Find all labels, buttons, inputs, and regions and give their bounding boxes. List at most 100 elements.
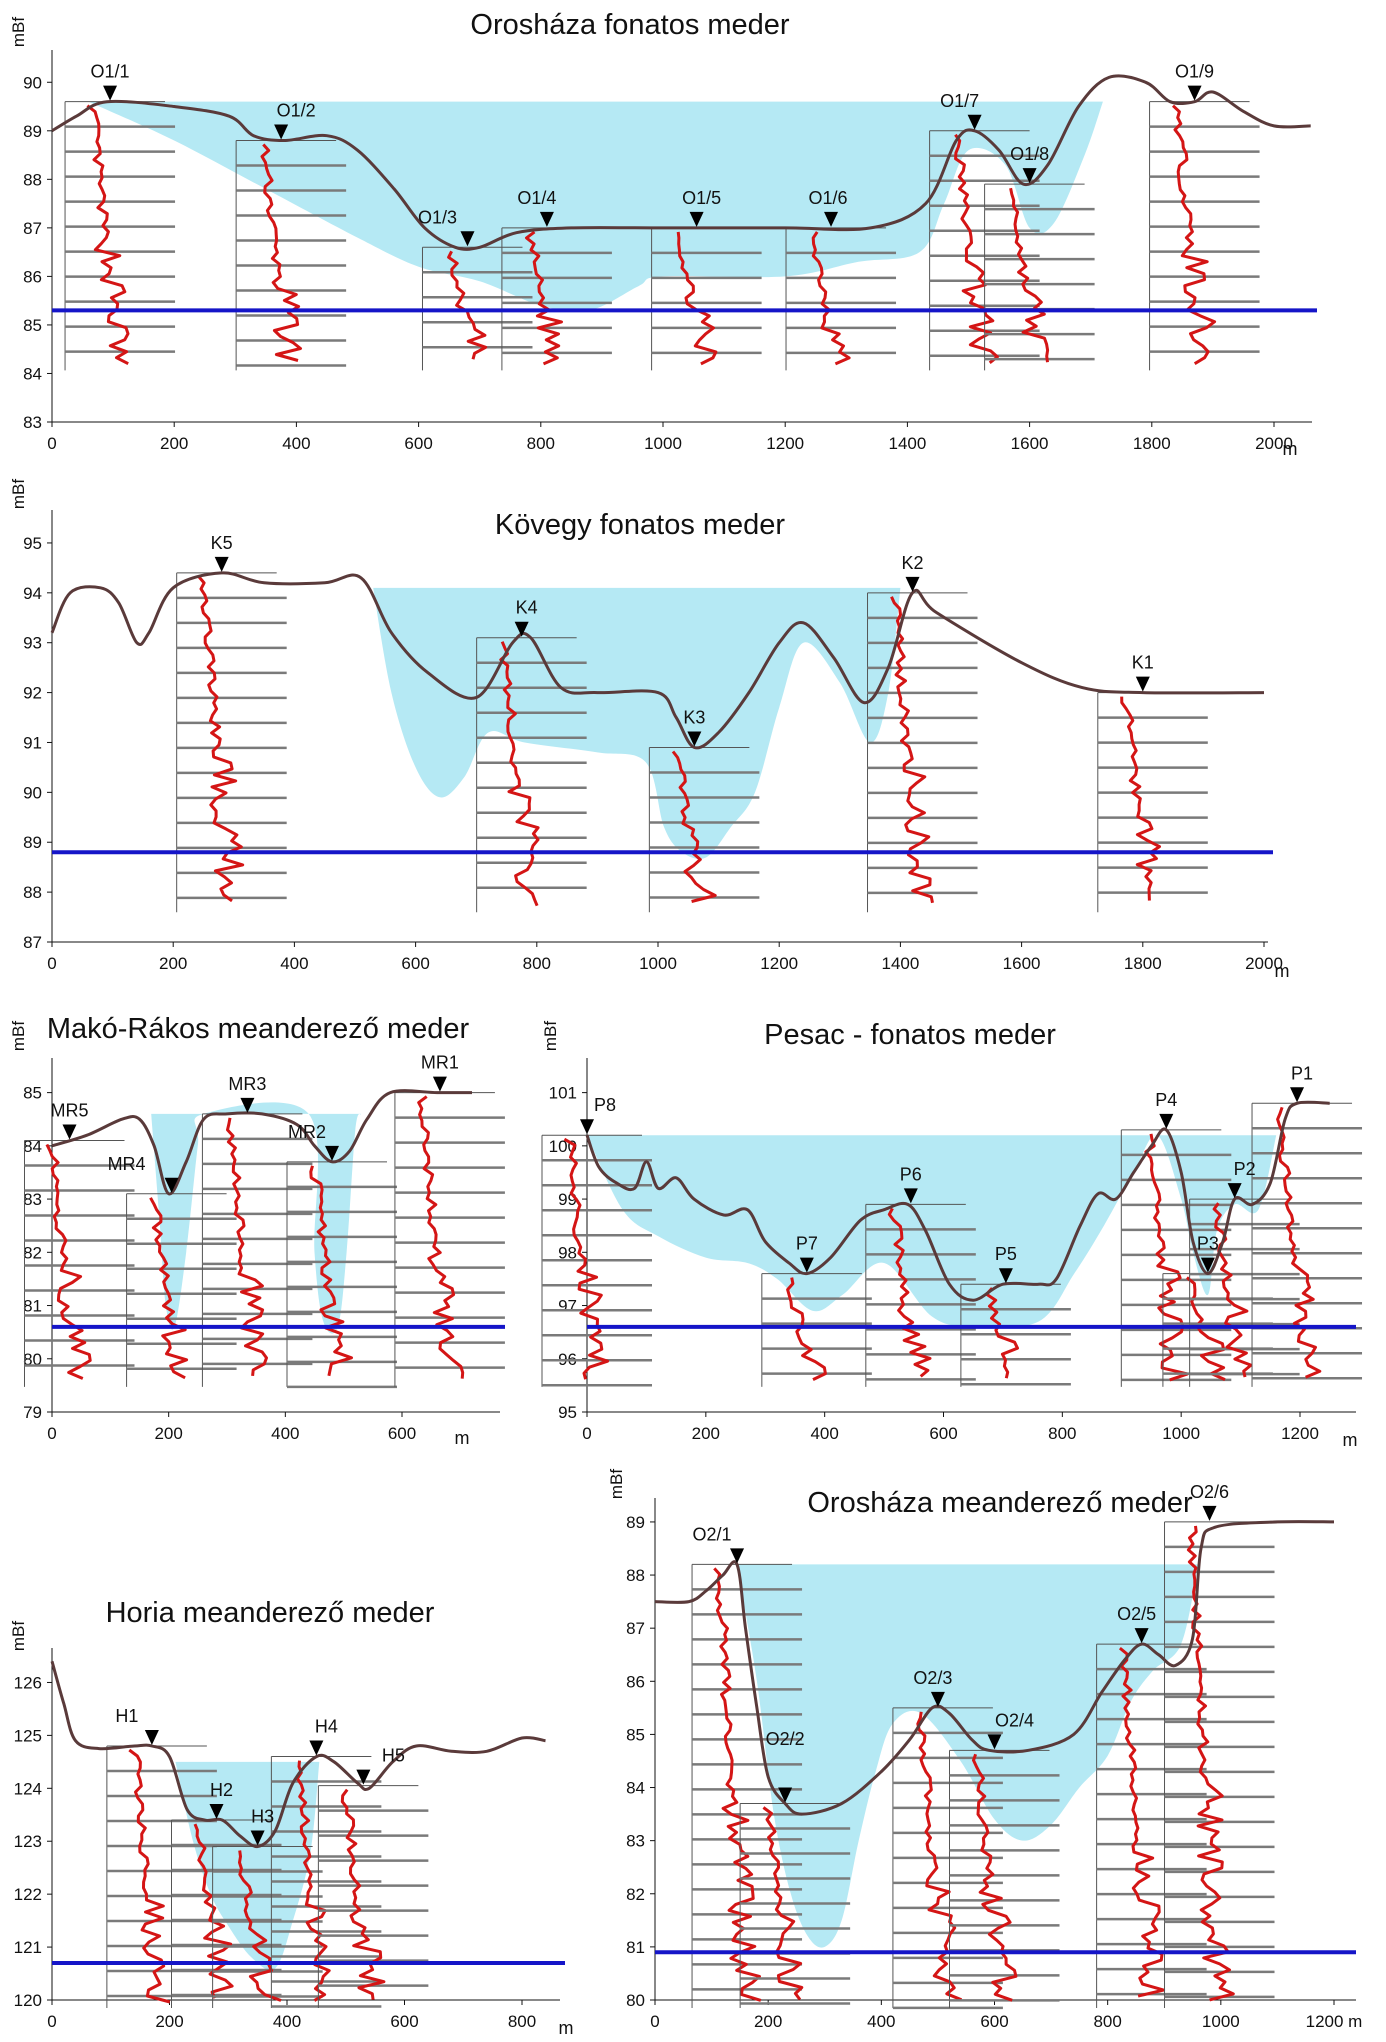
well-log-curve (1276, 1106, 1322, 1379)
well-label: P4 (1155, 1090, 1177, 1110)
down-triangle-icon (824, 211, 839, 227)
well-log-K1 (1097, 692, 1208, 913)
well-label: O1/6 (809, 188, 848, 208)
down-triangle-icon (998, 1268, 1013, 1284)
x-tick-label: 1600 (1003, 954, 1041, 973)
well-label: MR2 (288, 1122, 326, 1142)
down-triangle-icon (250, 1830, 265, 1846)
x-tick-label: 400 (273, 2012, 301, 2031)
well-log-P4 (1120, 1129, 1232, 1387)
y-axis-label: mBf (9, 1621, 28, 1652)
channel-fill-area (373, 587, 901, 859)
well-log-curve (1009, 187, 1050, 363)
y-tick-label: 81 (23, 1297, 42, 1316)
down-triangle-icon (689, 211, 704, 227)
well-label: P3 (1197, 1234, 1219, 1254)
down-triangle-icon (730, 1548, 745, 1564)
y-tick-label: 83 (23, 1190, 42, 1209)
x-tick-label: 400 (280, 954, 308, 973)
y-tick-label: 89 (626, 1513, 645, 1532)
x-tick-label: 200 (754, 2012, 782, 2031)
channel-fill-area (737, 1564, 1199, 1948)
well-label: P1 (1291, 1063, 1313, 1083)
channel-fill-area (88, 101, 1103, 312)
down-triangle-icon (580, 1119, 594, 1135)
x-tick-label: 0 (47, 434, 56, 453)
well-label: H1 (115, 1706, 138, 1726)
down-triangle-icon (905, 576, 920, 592)
x-tick-label: 800 (523, 954, 551, 973)
y-tick-label: 90 (23, 783, 42, 802)
down-triangle-icon (514, 621, 529, 637)
well-log-K3 (648, 746, 760, 913)
well-log-curve (563, 1137, 610, 1380)
y-tick-label: 85 (626, 1725, 645, 1744)
down-triangle-icon (209, 1804, 224, 1820)
down-triangle-icon (356, 1769, 371, 1785)
well-log-O1/1 (64, 101, 176, 371)
terrain-profile-line (51, 74, 1311, 251)
x-tick-label: 1000 (644, 434, 682, 453)
well-label: H3 (251, 1807, 274, 1827)
y-tick-label: 80 (23, 1350, 42, 1369)
down-triangle-icon (1290, 1087, 1305, 1103)
y-tick-label: 92 (23, 684, 42, 703)
well-log-O2/2 (739, 1802, 851, 2008)
x-tick-label: 1400 (888, 434, 926, 453)
well-log-curve (417, 1095, 465, 1379)
well-log-O1/2 (235, 140, 347, 371)
y-tick-label: 82 (626, 1885, 645, 1904)
panel-mako-rakos: Makó-Rákos meanderező meder mBf 79 80 81 82 83… (9, 1013, 505, 1448)
y-tick-label: 99 (558, 1190, 577, 1209)
x-tick-label: 600 (388, 1424, 416, 1443)
well-label: MR3 (228, 1074, 266, 1094)
well-log-curve (671, 750, 717, 903)
down-triangle-icon (778, 1787, 793, 1803)
down-triangle-icon (164, 1177, 179, 1193)
well-log-curve (1118, 1646, 1166, 1998)
well-log-O2/1 (691, 1563, 803, 2008)
down-triangle-icon (103, 85, 118, 101)
down-triangle-icon (930, 1691, 945, 1707)
y-axis-label: mBf (541, 1021, 560, 1052)
y-axis-label: mBf (9, 1021, 28, 1052)
x-tick-label: 0 (47, 1424, 56, 1443)
well-log-O2/4 (949, 1749, 1060, 2008)
well-label: O1/2 (277, 101, 316, 121)
well-log-O2/6 (1164, 1521, 1275, 2008)
y-tick-label: 101 (549, 1084, 577, 1103)
panel-title: Pesac - fonatos meder (764, 1019, 1056, 1051)
well-log-P5 (960, 1283, 1071, 1387)
well-log-curve (525, 230, 563, 366)
panel-title: Orosháza meanderező meder (807, 1487, 1193, 1519)
well-log-curve (972, 1753, 1018, 2002)
well-label: H5 (382, 1746, 405, 1766)
x-tick-label: 0 (582, 1424, 591, 1443)
well-log-MR1 (394, 1092, 505, 1387)
x-axis-unit: m (559, 2018, 574, 2038)
y-tick-label: 84 (23, 364, 42, 383)
well-label: P6 (900, 1164, 922, 1184)
down-triangle-icon (1159, 1113, 1174, 1129)
x-axis-unit: m (1283, 439, 1298, 459)
down-triangle-icon (1200, 1257, 1215, 1273)
x-tick-label: 200 (692, 1424, 720, 1443)
down-triangle-icon (967, 114, 982, 130)
well-log-curve (499, 641, 540, 907)
well-log-O2/5 (1096, 1643, 1207, 2008)
well-log-curve (1171, 104, 1217, 365)
well-log-curve (226, 1117, 268, 1377)
x-tick-label: 600 (390, 2012, 418, 2031)
well-label: O2/3 (913, 1668, 952, 1688)
y-tick-label: 89 (23, 833, 42, 852)
well-log-K4 (476, 637, 587, 913)
down-triangle-icon (1022, 168, 1037, 184)
x-tick-label: 1000 (1162, 1424, 1200, 1443)
well-log-H3 (212, 1846, 323, 2008)
well-label: P5 (995, 1244, 1017, 1264)
well-log-P7 (761, 1273, 872, 1387)
down-triangle-icon (987, 1734, 1002, 1750)
y-tick-label: 87 (23, 933, 42, 952)
well-label: MR5 (50, 1101, 88, 1121)
